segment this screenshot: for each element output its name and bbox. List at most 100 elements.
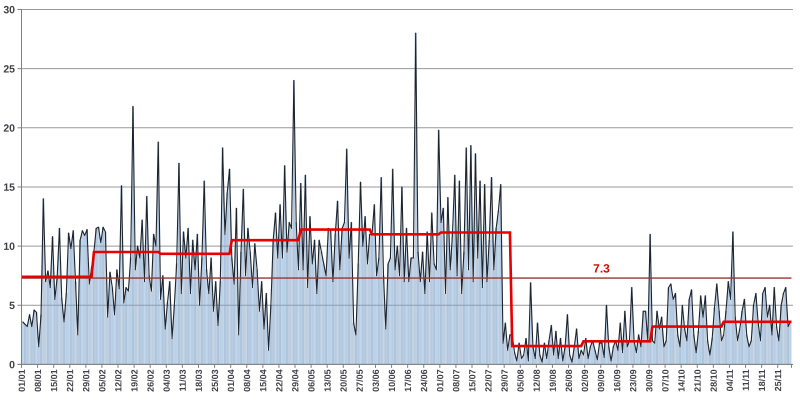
x-axis-label-13-05: 13/05 bbox=[323, 369, 333, 392]
bar-day-42 bbox=[118, 288, 121, 365]
overall-average-value-label: 7.3 bbox=[593, 261, 610, 275]
bar-day-267 bbox=[635, 352, 638, 365]
bar-day-154 bbox=[375, 275, 378, 365]
bar-day-166 bbox=[403, 281, 406, 365]
x-axis-label-18-11: 18/11 bbox=[757, 369, 767, 391]
x-axis-label-29-01: 29/01 bbox=[81, 369, 91, 392]
bar-day-150 bbox=[366, 263, 369, 365]
bar-day-91 bbox=[230, 257, 233, 365]
y-axis-label-20: 20 bbox=[3, 123, 15, 135]
bar-day-253 bbox=[603, 357, 606, 365]
bar-day-272 bbox=[646, 340, 649, 365]
bar-day-34 bbox=[99, 242, 102, 365]
x-axis-label-29-04: 29/04 bbox=[290, 369, 300, 392]
x-axis-label-27-05: 27/05 bbox=[355, 369, 365, 392]
bar-day-200 bbox=[481, 287, 484, 365]
bar-day-189 bbox=[456, 275, 458, 365]
bar-day-145 bbox=[355, 334, 357, 365]
bar-day-158 bbox=[384, 328, 387, 365]
y-axis-label-25: 25 bbox=[3, 63, 15, 75]
x-axis-label-03-06: 03/06 bbox=[371, 369, 381, 392]
bar-day-334 bbox=[789, 321, 792, 365]
bar-day-242 bbox=[577, 358, 580, 365]
x-axis-label-21-10: 21/10 bbox=[693, 369, 703, 392]
x-axis-label-22-07: 22/07 bbox=[483, 369, 493, 392]
bar-day-49 bbox=[134, 269, 137, 365]
bar-day-126 bbox=[311, 263, 314, 365]
bar-day-1 bbox=[24, 323, 26, 365]
bar-day-14 bbox=[53, 299, 56, 365]
bar-day-99 bbox=[249, 251, 252, 365]
x-axis-label-06-05: 06/05 bbox=[306, 369, 316, 392]
bar-day-83 bbox=[212, 310, 215, 365]
x-axis-label-30-09: 30/09 bbox=[644, 369, 654, 392]
bar-day-132 bbox=[325, 275, 327, 365]
bar-day-120 bbox=[297, 269, 300, 365]
bar-day-326 bbox=[771, 334, 773, 365]
bar-day-274 bbox=[651, 340, 654, 365]
bar-day-69 bbox=[180, 293, 183, 365]
bar-day-111 bbox=[276, 257, 279, 365]
bar-day-264 bbox=[628, 340, 631, 365]
x-axis-label-02-09: 02/09 bbox=[580, 369, 590, 392]
bar-day-231 bbox=[552, 354, 555, 365]
bar-day-149 bbox=[364, 216, 367, 365]
bar-day-27 bbox=[83, 235, 86, 365]
bar-day-3 bbox=[28, 314, 31, 365]
bar-day-286 bbox=[679, 346, 681, 365]
bar-day-53 bbox=[143, 281, 146, 365]
bar-day-131 bbox=[322, 263, 325, 365]
bar-day-203 bbox=[488, 239, 491, 365]
bar-day-179 bbox=[433, 263, 435, 365]
bar-day-29 bbox=[88, 283, 91, 365]
bar-day-10 bbox=[44, 281, 47, 365]
bar-day-119 bbox=[295, 222, 298, 365]
bar-day-128 bbox=[315, 293, 318, 365]
x-axis-label-19-08: 19/08 bbox=[548, 369, 558, 392]
bar-day-191 bbox=[460, 293, 463, 365]
bar-day-269 bbox=[640, 346, 642, 365]
bar-day-12 bbox=[49, 287, 52, 365]
bar-day-100 bbox=[251, 287, 254, 365]
y-axis-label-15: 15 bbox=[3, 182, 15, 194]
bar-day-184 bbox=[444, 293, 447, 365]
bar-day-77 bbox=[198, 305, 201, 365]
bar-day-107 bbox=[267, 349, 270, 365]
bar-day-164 bbox=[398, 275, 401, 365]
y-axis-label-30: 30 bbox=[3, 4, 15, 16]
bar-day-331 bbox=[782, 293, 785, 365]
x-axis-label-09-09: 09/09 bbox=[596, 369, 606, 392]
bar-day-151 bbox=[368, 234, 371, 365]
bar-day-122 bbox=[302, 269, 304, 365]
bar-day-223 bbox=[534, 358, 537, 365]
bar-day-187 bbox=[451, 234, 454, 365]
x-axis-label-25-03: 25/03 bbox=[210, 369, 220, 392]
annotations: 7.3 bbox=[593, 261, 610, 275]
bar-day-2 bbox=[26, 326, 29, 365]
bar-day-117 bbox=[290, 228, 293, 365]
bar-day-169 bbox=[410, 257, 413, 365]
bar-day-209 bbox=[502, 342, 504, 365]
bar-day-45 bbox=[125, 287, 127, 365]
bar-day-26 bbox=[81, 230, 84, 365]
bar-day-279 bbox=[663, 346, 665, 365]
bar-day-65 bbox=[171, 338, 173, 365]
bar-day-33 bbox=[97, 226, 100, 365]
bar-day-261 bbox=[621, 352, 624, 365]
bar-day-97 bbox=[244, 275, 247, 365]
bar-day-92 bbox=[233, 283, 236, 365]
x-axis-label-19-02: 19/02 bbox=[130, 369, 140, 392]
monthly-average-step-line bbox=[21, 228, 792, 348]
bar-day-7 bbox=[37, 346, 40, 365]
bar-day-56 bbox=[150, 290, 153, 365]
x-axis-label-11-11: 11/11 bbox=[741, 369, 751, 391]
bar-day-293 bbox=[695, 352, 698, 365]
bar-day-144 bbox=[352, 322, 355, 365]
bar-day-259 bbox=[617, 349, 619, 365]
x-axis-label-01-01: 01/01 bbox=[17, 369, 27, 392]
x-axis-label-04-11: 04/11 bbox=[725, 369, 735, 391]
bar-day-182 bbox=[440, 222, 442, 365]
bar-day-115 bbox=[286, 251, 288, 365]
x-axis-label-12-08: 12/08 bbox=[532, 369, 542, 392]
x-axis-label-15-07: 15/07 bbox=[467, 369, 477, 392]
